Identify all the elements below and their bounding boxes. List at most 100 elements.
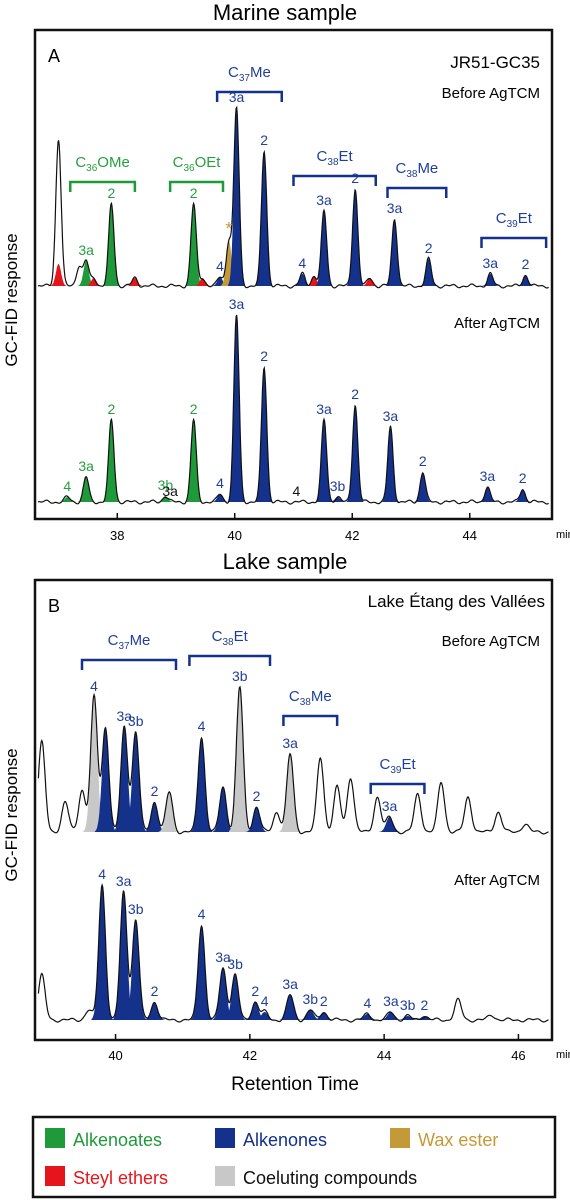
peak-label: 3a (229, 296, 245, 312)
legend: Alkenoates Alkenones Wax ester Steyl ethers… (45, 1128, 498, 1188)
peak-label: 2 (107, 185, 115, 201)
compound-bracket (215, 90, 283, 102)
compound-bracket (168, 180, 225, 192)
peak-label: 4 (261, 993, 269, 1009)
bracket-label: C39Et (379, 756, 416, 776)
peak-label: 3a (316, 192, 332, 208)
peak-fill-blue (514, 489, 532, 502)
bracket-label: C38Et (212, 628, 249, 648)
x-tick-label: 42 (243, 1048, 257, 1063)
compound-bracket (369, 782, 426, 794)
compound-bracket (292, 174, 377, 186)
compound-bracket (282, 714, 339, 726)
peak-fill-blue (91, 885, 113, 1020)
peak-label: 3a (282, 976, 298, 992)
x-tick-label: 44 (463, 528, 477, 543)
peak-label: 3a (382, 798, 398, 814)
chromatogram-trace (37, 105, 549, 289)
x-unit-label: min (556, 1049, 570, 1061)
peak-label: 3a (316, 401, 332, 417)
peak-fill-blue (143, 802, 166, 832)
bracket-label: C37Me (228, 64, 271, 84)
compound-bracket (480, 236, 548, 248)
peak-label: 3b (400, 997, 416, 1013)
bracket-label: C36OMe (75, 154, 129, 174)
peak-label: 3a (483, 255, 499, 271)
bracket-label: C38Et (317, 148, 354, 168)
peak-label: 3b (232, 668, 248, 684)
peak-label: 2 (253, 788, 261, 804)
panel-b-plot: 40424446minBefore AgTCM43a3b243b23a3aC37… (37, 628, 570, 1063)
peak-fill-blue (228, 315, 245, 502)
peak-fill-grey (83, 697, 105, 832)
chromatogram-trace (37, 882, 549, 1023)
panel-b-frame (33, 578, 554, 1042)
legend-swatch (215, 1128, 235, 1148)
peak-label: 4 (216, 475, 224, 491)
panel-a-plot: 38404244minBefore AgTCM3a224*3a243a23a23… (37, 64, 570, 543)
peak-fill-blue (346, 189, 364, 286)
peak-label: 3a (215, 949, 231, 965)
x-unit-label: min (556, 529, 570, 541)
trace-label: Before AgTCM (442, 85, 540, 102)
peak-label: 2 (419, 453, 427, 469)
peak-label: 3a (383, 993, 399, 1009)
peak-label: 2 (190, 185, 198, 201)
peak-label: * (225, 219, 232, 239)
peak-fill-grey (229, 687, 251, 832)
peak-fill-blue (211, 494, 229, 502)
peak-label: 2 (151, 783, 159, 799)
peak-label: 4 (63, 478, 71, 494)
trace-label: After AgTCM (454, 872, 540, 889)
peak-label: 3a (387, 200, 403, 216)
x-tick-label: 42 (345, 528, 359, 543)
peak-label: 3b (330, 478, 346, 494)
peak-label: 2 (519, 470, 527, 486)
x-tick-label: 38 (110, 528, 124, 543)
x-tick-label: 46 (511, 1048, 525, 1063)
peak-label: 4 (363, 995, 371, 1011)
peak-label: 2 (107, 401, 115, 417)
panel-a-frame (33, 28, 554, 521)
peak-label: 2 (151, 983, 159, 999)
peak-label: 3b (158, 477, 174, 493)
peak-label: 2 (320, 993, 328, 1009)
peak-fill-blue (279, 995, 301, 1020)
peak-label: 3a (78, 242, 94, 258)
peak-label: 4 (298, 255, 306, 271)
peak-label: 2 (351, 386, 359, 402)
peak-label: 3a (162, 483, 178, 499)
peak-label: 2 (522, 256, 530, 272)
legend-swatch (390, 1128, 410, 1148)
bracket-label: C38Me (395, 160, 438, 180)
peak-fill-red (50, 264, 67, 286)
peak-label: 3b (302, 991, 318, 1007)
legend-label: Coeluting compounds (243, 1168, 417, 1188)
legend-label: Alkenones (243, 1130, 327, 1150)
panel-a-ylabel: GC-FID response (2, 233, 21, 366)
peak-label: 3a (480, 468, 496, 484)
x-tick-label: 40 (228, 528, 242, 543)
legend-swatch (215, 1166, 235, 1186)
peak-fill-blue (386, 219, 403, 286)
panel-a-label: A (48, 46, 60, 66)
panel-a-title: Marine sample (213, 0, 357, 25)
peak-label: 3b (128, 713, 144, 729)
bracket-label: C38Me (289, 688, 332, 708)
peak-label: 2 (260, 348, 268, 364)
peak-label: 3a (117, 708, 133, 724)
x-tick-label: 40 (108, 1048, 122, 1063)
peak-label: 3a (383, 408, 399, 424)
compound-bracket (69, 180, 137, 192)
peak-label: 2 (260, 132, 268, 148)
peak-fill-blue (190, 737, 213, 832)
panel-b-xlabel: Retention Time (231, 1074, 359, 1095)
peak-fill-blue (143, 1002, 166, 1020)
peak-label: 3a (282, 735, 298, 751)
peak-label: 3b (227, 956, 243, 972)
peak-fill-green (77, 261, 95, 286)
chromatogram-trace (37, 685, 549, 835)
peak-fill-green (102, 204, 120, 286)
peak-label: 2 (421, 997, 429, 1013)
